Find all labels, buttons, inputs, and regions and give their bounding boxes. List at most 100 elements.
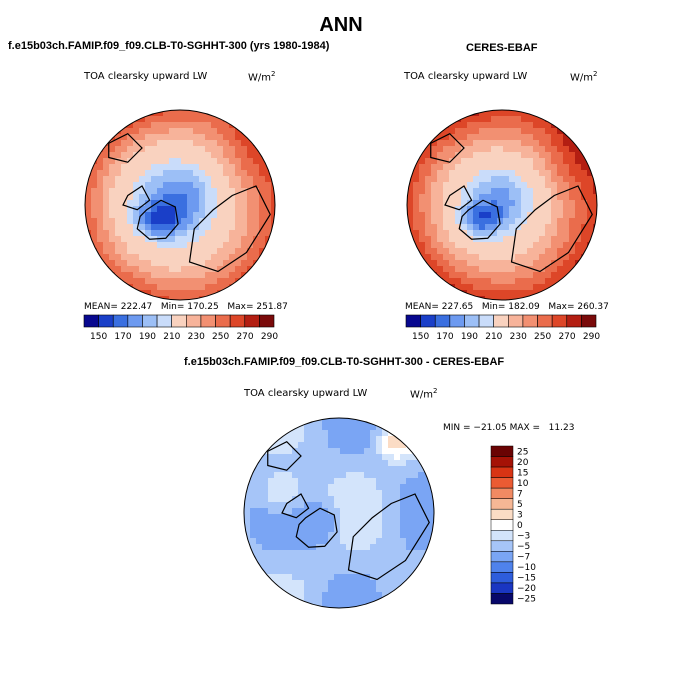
field-cell <box>503 284 510 291</box>
field-cell <box>241 266 248 273</box>
field-cell <box>376 520 383 527</box>
field-cell <box>286 538 293 545</box>
field-cell <box>157 182 164 189</box>
field-cell <box>322 496 329 503</box>
field-cell <box>271 170 275 177</box>
field-cell <box>491 158 498 165</box>
field-cell <box>253 236 260 243</box>
field-cell <box>304 598 311 605</box>
field-cell <box>109 218 116 225</box>
field-cell <box>223 260 230 267</box>
field-cell <box>394 490 401 497</box>
field-cell <box>340 466 347 473</box>
colorbar-swatch <box>581 314 597 328</box>
field-cell <box>157 194 164 201</box>
field-cell <box>382 442 389 449</box>
field-cell <box>382 496 389 503</box>
field-cell <box>199 176 206 183</box>
field-cell <box>382 580 389 587</box>
field-cell <box>461 176 468 183</box>
field-cell <box>479 164 486 171</box>
field-cell <box>121 212 128 219</box>
field-cell <box>539 260 546 267</box>
colorbar-swatch <box>490 487 514 499</box>
field-cell <box>467 284 474 291</box>
field-cell <box>394 544 401 551</box>
field-cell <box>509 134 516 141</box>
field-cell <box>211 164 218 171</box>
field-cell <box>437 260 444 267</box>
field-cell <box>280 580 287 587</box>
field-cell <box>256 472 263 479</box>
field-cell <box>515 152 522 159</box>
field-cell <box>115 152 122 159</box>
field-cell <box>199 194 206 201</box>
field-cell <box>425 236 432 243</box>
field-cell <box>304 586 311 593</box>
coastlines-2 <box>430 133 593 273</box>
field-cell <box>322 418 329 425</box>
field-cell <box>400 544 407 551</box>
field-cell <box>340 592 347 599</box>
field-cell <box>449 140 456 147</box>
field-cell <box>103 188 110 195</box>
field-cell <box>280 550 287 557</box>
field-cell <box>479 290 486 297</box>
field-cell <box>163 188 170 195</box>
field-cell <box>193 278 200 285</box>
field-cell <box>497 200 504 207</box>
field-cell <box>569 254 576 261</box>
field-cell <box>163 152 170 159</box>
field-cell <box>521 116 528 123</box>
field-cell <box>575 248 582 255</box>
field-cell <box>151 140 158 147</box>
field-cell <box>163 182 170 189</box>
field-cell <box>235 140 242 147</box>
field-cell <box>509 188 516 195</box>
field-cell <box>304 490 311 497</box>
field-cell <box>211 194 218 201</box>
field-cell <box>145 122 152 129</box>
field-cell <box>304 550 311 557</box>
field-cell <box>509 230 516 237</box>
field-cell <box>217 206 224 213</box>
field-cell <box>515 176 522 183</box>
field-cell <box>418 544 425 551</box>
field-cell <box>250 484 257 491</box>
field-cell <box>211 224 218 231</box>
field-cell <box>437 146 444 153</box>
field-cell <box>127 278 134 285</box>
field-cell <box>280 538 287 545</box>
field-cell <box>253 188 260 195</box>
field-cell <box>133 122 140 129</box>
coastline-shape-1 <box>281 493 310 519</box>
field-cell <box>241 140 248 147</box>
field-cell <box>274 574 281 581</box>
field-cell <box>127 134 134 141</box>
field-cell <box>268 484 275 491</box>
field-cell <box>316 496 323 503</box>
field-cell <box>443 194 450 201</box>
field-cell <box>449 242 456 249</box>
field-cell <box>539 176 546 183</box>
field-cell <box>539 254 546 261</box>
field-cell <box>449 188 456 195</box>
field-cell <box>244 502 251 509</box>
field-cell <box>193 218 200 225</box>
field-cell <box>551 278 558 285</box>
field-cell <box>193 230 200 237</box>
field-cell <box>443 152 450 159</box>
field-cell <box>497 284 504 291</box>
field-cell <box>443 236 450 243</box>
field-cell <box>569 260 576 267</box>
field-cell <box>358 478 365 485</box>
field-cell <box>253 224 260 231</box>
field-cell <box>388 478 395 485</box>
field-cell <box>244 508 251 515</box>
field-cell <box>292 526 299 533</box>
field-cell <box>229 272 236 279</box>
field-cell <box>346 592 353 599</box>
field-cell <box>280 436 287 443</box>
field-cell <box>382 574 389 581</box>
field-cell <box>503 230 510 237</box>
